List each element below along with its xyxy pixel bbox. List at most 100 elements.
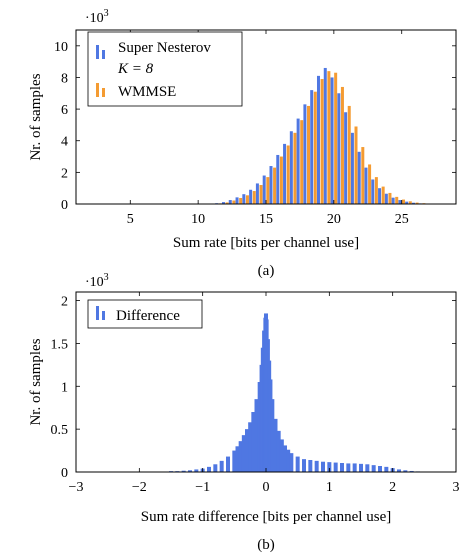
bar-s1-18	[340, 86, 344, 204]
y-tick-label: 0.5	[51, 423, 69, 438]
bar-s0-22	[219, 460, 224, 472]
bar-s1-22	[368, 164, 372, 204]
bar-s0-18	[194, 469, 199, 472]
bar-s1-12	[300, 120, 304, 204]
bar-s0-1	[221, 202, 225, 204]
bar-s1-13	[307, 105, 311, 204]
bar-s0-31	[254, 399, 259, 472]
legend-a: Super Nesterov K = 8 WMMSE	[87, 31, 243, 107]
y-tick-label: 0	[61, 198, 68, 213]
bar-s0-6	[255, 183, 259, 204]
bar-s1-20	[354, 126, 358, 204]
x-tick-label: 10	[191, 212, 205, 227]
x-tick-label: −2	[132, 480, 147, 495]
legend-label-super-nesterov: Super Nesterov	[118, 40, 211, 56]
bar-s0-44	[276, 430, 281, 472]
bar-s1-3	[239, 197, 243, 204]
bar-s1-24	[381, 186, 385, 204]
x-tick-label: −1	[195, 480, 210, 495]
bar-s0-42	[270, 399, 275, 472]
bar-s0-14	[310, 90, 314, 204]
legend-swatch-wmmse	[96, 83, 105, 97]
bar-s0-23	[371, 179, 375, 204]
bar-s0-7	[262, 175, 266, 204]
chart-a: 5 10 15 20 25 0 2 4 6 8 10 ·103 Sum rate [bits per…	[28, 8, 457, 279]
bar-s0-52	[314, 460, 319, 472]
bar-s0-59	[359, 463, 363, 472]
bar-s0-67	[409, 470, 414, 472]
bar-s0-56	[340, 463, 344, 472]
y-tick-label: 10	[54, 40, 68, 55]
legend-label-difference: Difference	[116, 308, 180, 324]
bar-s0-60	[365, 464, 370, 472]
bar-s0-2	[228, 200, 232, 204]
bar-s1-19	[347, 105, 351, 204]
bar-s1-4	[245, 195, 249, 204]
y-axis-label-b: Nr. of samples	[28, 338, 44, 425]
bar-s0-12	[296, 118, 300, 204]
bar-s1-27	[402, 199, 406, 204]
bar-s0-26	[238, 441, 243, 472]
legend-swatch-super-nesterov	[96, 45, 105, 59]
axis-frame-b	[75, 291, 457, 473]
bar-s1-9	[279, 156, 283, 204]
bar-s0-53	[321, 461, 325, 472]
x-tick-label: 3	[453, 480, 460, 495]
y-tick-label: 6	[61, 103, 68, 118]
bar-s1-26	[395, 196, 399, 204]
bar-s0-57	[346, 463, 351, 472]
axis-ticks-a: 5 10 15 20 25 0 2 4 6 8 10	[54, 30, 456, 227]
bar-s0-5	[249, 189, 253, 204]
y-tick-label: 8	[61, 71, 68, 86]
legend-label-k: K = 8	[117, 61, 154, 77]
bar-s1-14	[313, 91, 317, 204]
y-multiplier-b: ·103	[85, 272, 109, 290]
legend-box-a	[87, 31, 243, 107]
bar-s0-50	[302, 459, 306, 472]
x-tick-label: 25	[395, 212, 409, 227]
bar-s0-21	[357, 151, 361, 204]
y-multiplier-a: ·103	[85, 8, 109, 26]
legend-swatch-difference	[96, 306, 105, 320]
axis-ticks-b: −3 −2 −1 0 1 2 3 0 0.5 1 1.5 2	[51, 292, 460, 495]
bars-a	[215, 67, 426, 205]
bar-s0-24	[232, 450, 237, 472]
bar-s0-17	[330, 77, 334, 204]
bar-s0-11	[289, 131, 293, 204]
bar-s1-8	[273, 167, 277, 204]
bar-s0-16	[181, 470, 186, 472]
axis-frame-a	[75, 29, 457, 205]
bar-s0-20	[350, 132, 354, 204]
x-axis-label-b: Sum rate difference [bits per channel us…	[141, 509, 391, 525]
bar-s1-5	[252, 191, 256, 204]
bar-s0-46	[283, 445, 287, 472]
bar-s0-66	[403, 470, 408, 472]
x-tick-label: 1	[326, 480, 333, 495]
bar-s0-49	[295, 456, 300, 472]
bar-s0-30	[251, 412, 256, 472]
legend-label-wmmse: WMMSE	[118, 84, 176, 100]
bar-s1-21	[361, 147, 365, 204]
bar-s0-10	[283, 143, 287, 204]
bar-s1-16	[327, 71, 331, 204]
bar-s0-65	[397, 469, 401, 472]
bar-s0-55	[333, 462, 338, 472]
bar-s0-29	[411, 202, 415, 204]
bar-s0-43	[273, 418, 278, 472]
bar-s0-17	[188, 470, 192, 472]
caption-b: (b)	[257, 537, 275, 553]
bar-s0-54	[327, 462, 332, 472]
x-tick-label: 0	[263, 480, 270, 495]
y-tick-label: 4	[61, 135, 68, 150]
bar-s0-20	[207, 466, 211, 472]
bar-s0-16	[323, 67, 327, 205]
bar-s0-27	[241, 435, 246, 472]
y-tick-label: 2	[61, 166, 68, 181]
y-tick-label: 1	[61, 380, 68, 395]
x-tick-label: 5	[127, 212, 134, 227]
bar-s0-3	[235, 197, 239, 204]
caption-a: (a)	[258, 263, 275, 279]
bar-s1-10	[286, 145, 290, 204]
bar-s0-48	[289, 453, 294, 472]
bar-s1-6	[259, 185, 263, 204]
